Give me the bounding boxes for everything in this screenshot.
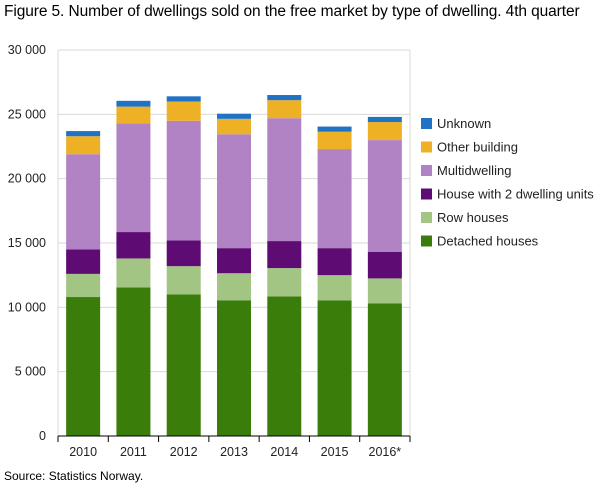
bar-segment-2010-other-building: [66, 136, 101, 155]
bar-segment-2013-unknown: [217, 113, 251, 119]
x-tick-label: 2015: [321, 445, 349, 459]
chart-title: Figure 5. Number of dwellings sold on th…: [4, 3, 580, 20]
bar-segment-2013-row-houses: [217, 273, 251, 301]
axes: 0 5 000 10 000 15 000 20 000 25 000 30 000 2010…: [8, 43, 411, 459]
bar-segment-2015-multidwelling: [317, 149, 352, 249]
bar-segment-2013-detached-houses: [217, 300, 251, 436]
bar-segment-2010-multidwelling: [66, 154, 101, 250]
legend-label: Detached houses: [437, 234, 539, 249]
y-tick-label: 15 000: [8, 236, 46, 250]
y-tick-label: 20 000: [8, 172, 46, 186]
bar-segment-2015-row-houses: [317, 275, 352, 301]
bar-segment-2015-unknown: [317, 126, 352, 132]
bar-segment-2012-house-with-2-dwelling-units: [166, 240, 201, 267]
bar-segment-2011-other-building: [116, 106, 151, 124]
bar-segment-2015-other-building: [317, 131, 352, 150]
bar-segment-2011-row-houses: [116, 258, 151, 288]
legend-swatch: [421, 165, 432, 176]
bar-segment-2014-row-houses: [267, 268, 302, 297]
y-tick-label: 10 000: [8, 300, 46, 314]
bar-segment-2014-multidwelling: [267, 118, 302, 242]
bar-segment-2012-detached-houses: [166, 294, 201, 436]
legend-swatch: [421, 212, 432, 223]
legend-swatch: [421, 141, 432, 153]
y-tick-label: 30 000: [8, 43, 46, 57]
y-tick-label: 5 000: [15, 365, 46, 379]
bar-segment-2016*-row-houses: [367, 278, 402, 304]
bar-segment-2014-unknown: [267, 95, 302, 101]
x-tick-label: 2014: [270, 445, 298, 459]
bar-segment-2015-house-with-2-dwelling-units: [317, 248, 352, 276]
x-tick-label: 2011: [120, 445, 147, 459]
bar-segment-2013-house-with-2-dwelling-units: [217, 248, 251, 274]
legend-label: Row houses: [437, 210, 509, 225]
y-tick-label: 0: [39, 429, 46, 443]
legend-label: House with 2 dwelling units: [437, 187, 594, 202]
legend-label: Unknown: [437, 116, 491, 131]
bar-segment-2014-house-with-2-dwelling-units: [267, 241, 302, 269]
bar-segment-2012-other-building: [166, 101, 201, 121]
bar-segment-2010-house-with-2-dwelling-units: [66, 249, 101, 274]
legend: Unknown Other building Multidwelling House …: [421, 116, 594, 249]
bar-segment-2011-detached-houses: [116, 287, 151, 436]
source-note: Source: Statistics Norway.: [4, 469, 144, 483]
bar-segment-2013-other-building: [217, 118, 251, 135]
bar-segment-2010-detached-houses: [66, 297, 101, 436]
bar-segment-2016*-other-building: [367, 122, 402, 141]
x-tick-label: 2016*: [369, 445, 402, 459]
bar-segment-2011-multidwelling: [116, 123, 151, 233]
legend-swatch: [421, 235, 432, 247]
bar-segment-2011-house-with-2-dwelling-units: [116, 232, 151, 259]
bar-segment-2016*-multidwelling: [367, 140, 402, 253]
legend-label: Other building: [437, 140, 518, 155]
bar-segment-2016*-detached-houses: [367, 303, 402, 436]
bar-segment-2014-detached-houses: [267, 296, 302, 436]
bar-segment-2010-row-houses: [66, 273, 101, 298]
bar-segment-2014-other-building: [267, 100, 302, 119]
legend-label: Multidwelling: [437, 163, 511, 178]
bar-segment-2011-unknown: [116, 100, 151, 107]
bar-segment-2016*-unknown: [367, 116, 402, 123]
x-tick-label: 2010: [69, 445, 97, 459]
bar-segment-2012-unknown: [166, 96, 201, 102]
bars: [66, 95, 402, 436]
x-tick-label: 2012: [170, 445, 198, 459]
bar-segment-2016*-house-with-2-dwelling-units: [367, 252, 402, 279]
legend-swatch: [421, 188, 432, 200]
bar-segment-2012-row-houses: [166, 266, 201, 295]
bar-segment-2015-detached-houses: [317, 300, 352, 436]
bar-segment-2010-unknown: [66, 131, 101, 137]
x-tick-label: 2013: [220, 445, 248, 459]
bar-segment-2013-multidwelling: [217, 134, 251, 249]
bar-segment-2012-multidwelling: [166, 120, 201, 241]
y-tick-label: 25 000: [8, 107, 46, 121]
legend-swatch: [421, 118, 432, 129]
